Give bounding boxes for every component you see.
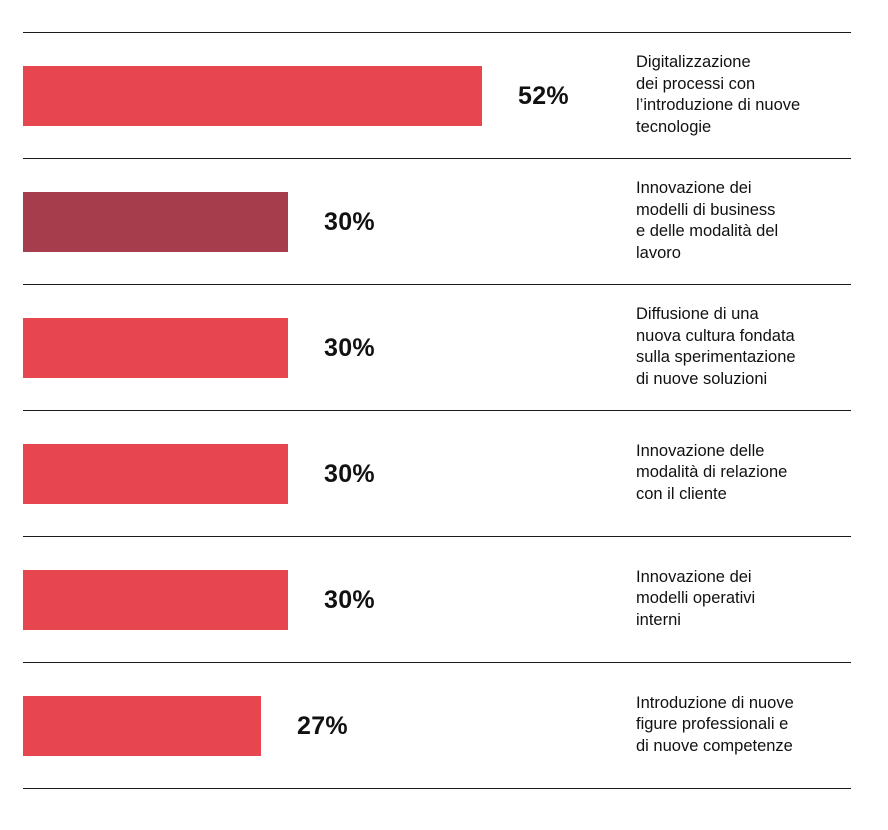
row-divider xyxy=(23,788,851,789)
row-divider xyxy=(23,536,851,537)
value-label: 52% xyxy=(518,82,569,110)
chart-row: 30% Innovazione delle modalità di relazio… xyxy=(23,410,851,536)
category-label: Innovazione delle modalità di relazione … xyxy=(636,441,788,503)
value-label: 30% xyxy=(324,334,375,362)
value-label: 30% xyxy=(324,460,375,488)
chart-row: 30% Innovazione dei modelli operativi int… xyxy=(23,536,851,662)
category-label: Diffusione di una nuova cultura fondata … xyxy=(636,305,796,388)
category-label: Introduzione di nuove figure professiona… xyxy=(636,693,794,755)
row-divider xyxy=(23,158,851,159)
bar xyxy=(23,444,288,504)
value-label: 30% xyxy=(324,586,375,614)
chart-row: 27% Introduzione di nuove figure professi… xyxy=(23,662,851,788)
bar xyxy=(23,570,288,630)
category-label: Digitalizzazione dei processi con l’intr… xyxy=(636,53,801,136)
value-label: 27% xyxy=(297,712,348,740)
bar xyxy=(23,318,288,378)
category-label: Innovazione dei modelli di business e de… xyxy=(636,179,779,262)
bar xyxy=(23,696,261,756)
category-label: Innovazione dei modelli operativi intern… xyxy=(636,567,756,629)
value-label: 30% xyxy=(324,208,375,236)
row-divider xyxy=(23,32,851,33)
chart-row: 30% Diffusione di una nuova cultura fonda… xyxy=(23,284,851,410)
row-divider xyxy=(23,410,851,411)
bar xyxy=(23,192,288,252)
row-divider xyxy=(23,662,851,663)
chart-row: 30% Innovazione dei modelli di business e… xyxy=(23,158,851,284)
row-divider xyxy=(23,284,851,285)
bar xyxy=(23,66,482,126)
chart-row: 52% Digitalizzazione dei processi con l’i… xyxy=(23,32,851,158)
